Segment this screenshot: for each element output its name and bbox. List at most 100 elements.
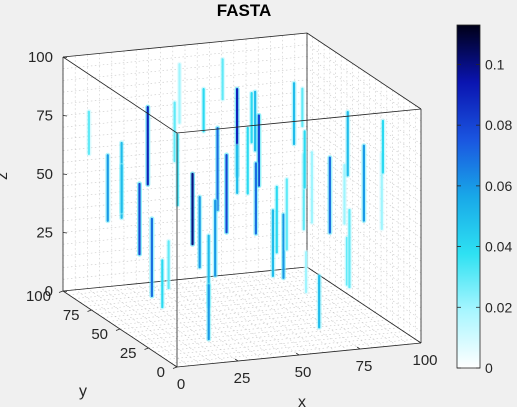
grid-line xyxy=(209,276,324,353)
grid-line xyxy=(62,161,308,186)
z-tick-label: 75 xyxy=(36,108,53,125)
y-tick xyxy=(172,366,178,369)
grid-line xyxy=(142,319,387,345)
grid-line xyxy=(119,304,365,330)
grid-line xyxy=(62,67,308,93)
grid-line xyxy=(97,289,342,315)
axes-3d xyxy=(62,32,422,368)
x-tick xyxy=(356,346,361,350)
z-tick-label: 100 xyxy=(28,49,53,66)
z-tick xyxy=(62,232,68,234)
y-tick xyxy=(144,347,149,350)
grid-line xyxy=(62,173,308,198)
x-tick xyxy=(295,352,300,356)
grid-line xyxy=(136,283,251,361)
colorbar-tick-label: 0.02 xyxy=(485,299,512,315)
box-edge xyxy=(306,266,422,344)
box-edge-front xyxy=(62,56,178,134)
grid-line xyxy=(74,274,319,299)
z-tick-label: 25 xyxy=(36,225,53,242)
grid-line xyxy=(172,279,287,357)
chart-title: FASTA xyxy=(217,1,271,20)
grid-line xyxy=(62,102,308,128)
grid-line xyxy=(306,79,422,157)
z-tick xyxy=(62,56,68,58)
grid-line xyxy=(62,44,308,69)
grid-line xyxy=(62,184,308,210)
grid-line xyxy=(171,338,416,364)
grid-line xyxy=(62,219,308,245)
x-tick-label: 25 xyxy=(234,370,251,387)
grid-line xyxy=(197,277,312,355)
x-tick xyxy=(234,358,239,362)
grid-line xyxy=(125,308,370,334)
grid-line xyxy=(108,297,353,322)
grid-line xyxy=(62,255,308,280)
grid-line xyxy=(62,243,308,268)
grid-line xyxy=(137,316,382,341)
grid-line xyxy=(221,275,336,352)
grid-line xyxy=(62,138,308,163)
z-axis-label: z xyxy=(0,172,11,180)
grid-line xyxy=(282,269,397,346)
z-tick xyxy=(62,290,68,292)
grid-line xyxy=(306,91,422,168)
y-tick xyxy=(58,290,64,293)
colorbar-scale xyxy=(456,24,481,369)
x-axis-label: x xyxy=(298,394,306,407)
grid-line xyxy=(62,114,308,140)
grid-line xyxy=(62,91,308,116)
z-tick xyxy=(62,173,68,175)
grid-line xyxy=(62,196,308,222)
colorbar-tick-label: 0 xyxy=(485,360,493,376)
grid-line xyxy=(148,323,393,349)
y-tick-label: 0 xyxy=(157,364,165,381)
colorbar-tick-label: 0.04 xyxy=(485,239,512,255)
grid-line xyxy=(160,281,275,358)
grid-line xyxy=(306,255,422,332)
grid-line xyxy=(306,184,422,262)
box-edge xyxy=(62,32,308,58)
grid-line xyxy=(306,67,422,145)
grid-line xyxy=(80,278,325,303)
x-tick-label: 50 xyxy=(295,364,312,381)
grid-line xyxy=(131,312,376,337)
grid-line xyxy=(102,293,347,318)
grid-line xyxy=(306,196,422,274)
box-edge xyxy=(62,266,308,292)
grid-line xyxy=(62,208,308,233)
grid-line xyxy=(62,79,308,105)
grid-line xyxy=(270,270,385,347)
colorbar: 0 0.02 0.04 0.06 0.08 0.1 xyxy=(456,24,512,376)
grid-line xyxy=(62,126,308,151)
grid-line xyxy=(306,219,422,297)
grid-line xyxy=(85,281,330,307)
grid-line xyxy=(154,327,399,353)
x-tick-label: 0 xyxy=(177,376,185,393)
grid-line xyxy=(148,282,263,359)
z-tick-label: 0 xyxy=(45,283,53,300)
box-edge-front xyxy=(176,108,422,134)
y-tick-label: 75 xyxy=(63,307,80,324)
y-axis-label: y xyxy=(79,383,87,400)
grid-line xyxy=(306,243,422,320)
front-edges xyxy=(62,56,422,367)
grid-line xyxy=(245,272,361,350)
y-tick-label: 25 xyxy=(120,345,137,362)
colorbar-tick-label: 0.06 xyxy=(485,178,512,194)
z-tick-label: 50 xyxy=(36,166,53,183)
colorbar-ticks: 0 0.02 0.04 0.06 0.08 0.1 xyxy=(457,56,512,376)
grid-line xyxy=(306,102,422,180)
grid-line xyxy=(62,56,308,81)
grid-line xyxy=(91,285,336,311)
x-tick xyxy=(173,364,178,368)
grid-line xyxy=(306,231,422,309)
x-tick-label: 75 xyxy=(356,358,373,375)
y-tick-label: 100 xyxy=(26,288,51,305)
grid-line xyxy=(184,278,300,356)
grid-line xyxy=(306,44,422,121)
grid-line xyxy=(62,231,308,257)
grid-line xyxy=(159,331,404,356)
